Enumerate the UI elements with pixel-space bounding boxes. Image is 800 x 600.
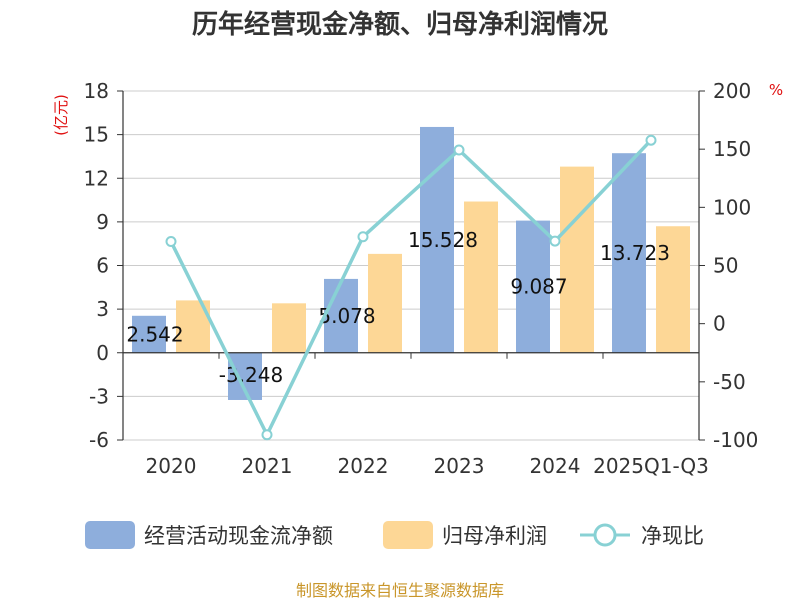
right-tick-label: -50 xyxy=(713,370,746,394)
ratio-polyline xyxy=(169,139,653,437)
legend-swatch-cashflow xyxy=(85,521,135,549)
left-axis-unit: (亿元) xyxy=(52,94,70,136)
ratio-point xyxy=(549,235,561,247)
legend-label-profit: 归母净利润 xyxy=(442,524,547,548)
left-tick-label: 15 xyxy=(84,123,109,147)
source-note: 制图数据来自恒生聚源数据库 xyxy=(296,581,504,600)
legend-label-ratio: 净现比 xyxy=(641,524,704,548)
legend-swatch-profit xyxy=(383,521,433,549)
tick-labels: -6 -3 0 3 6 9 12 15 18 -100 -50 0 50 100 150 200 2020 202… xyxy=(84,79,759,478)
x-tick-label: 2025Q1-Q3 xyxy=(593,454,709,478)
left-tick-label: 9 xyxy=(96,210,109,234)
data-label: 15.528 xyxy=(408,228,478,252)
left-tick-label: -6 xyxy=(89,428,109,452)
chart-title: 历年经营现金净额、归母净利润情况 xyxy=(192,9,608,40)
x-tick-label: 2021 xyxy=(242,454,293,478)
legend-label-cashflow: 经营活动现金流净额 xyxy=(144,524,333,548)
x-tick-label: 2022 xyxy=(338,454,389,478)
bar-profit xyxy=(368,253,402,353)
ratio-point xyxy=(165,236,177,248)
bar-profit xyxy=(464,201,498,353)
axes xyxy=(117,90,705,441)
legend: 经营活动现金流净额 归母净利润 净现比 xyxy=(85,521,704,549)
right-tick-label: 100 xyxy=(713,195,751,219)
ratio-point xyxy=(645,134,657,146)
x-tick-label: 2023 xyxy=(434,454,485,478)
data-label: -3.248 xyxy=(219,363,283,387)
ratio-point xyxy=(261,429,273,441)
bar-profit xyxy=(560,166,594,353)
bar-cashflow xyxy=(420,126,454,353)
ratio-line xyxy=(165,134,657,441)
bar-profit xyxy=(272,303,306,353)
left-tick-label: 18 xyxy=(84,79,109,103)
data-label: 9.087 xyxy=(510,275,567,299)
right-axis-unit: % xyxy=(769,81,783,99)
left-tick-label: -3 xyxy=(89,384,109,408)
ratio-point xyxy=(453,144,465,156)
right-tick-label: 150 xyxy=(713,137,751,161)
right-tick-label: 200 xyxy=(713,79,751,103)
bar-cashflow xyxy=(324,278,358,353)
bar-cashflow xyxy=(612,153,646,353)
left-tick-label: 12 xyxy=(84,166,109,190)
left-tick-label: 3 xyxy=(96,297,109,321)
gridlines xyxy=(123,90,699,441)
ratio-point xyxy=(357,231,369,243)
right-tick-label: 50 xyxy=(713,254,738,278)
data-label: 13.723 xyxy=(600,241,670,265)
x-tick-label: 2020 xyxy=(146,454,197,478)
data-label: 2.542 xyxy=(126,322,183,346)
left-tick-label: 0 xyxy=(96,341,109,365)
bar-profit xyxy=(656,226,690,353)
bar-cashflow xyxy=(516,220,550,353)
right-tick-label: -100 xyxy=(713,428,758,452)
x-tick-label: 2024 xyxy=(530,454,581,478)
bar-cashflow xyxy=(132,315,166,353)
right-tick-label: 0 xyxy=(713,312,726,336)
bars xyxy=(132,126,690,400)
left-tick-label: 6 xyxy=(96,254,109,278)
legend-marker-ratio xyxy=(593,523,617,547)
